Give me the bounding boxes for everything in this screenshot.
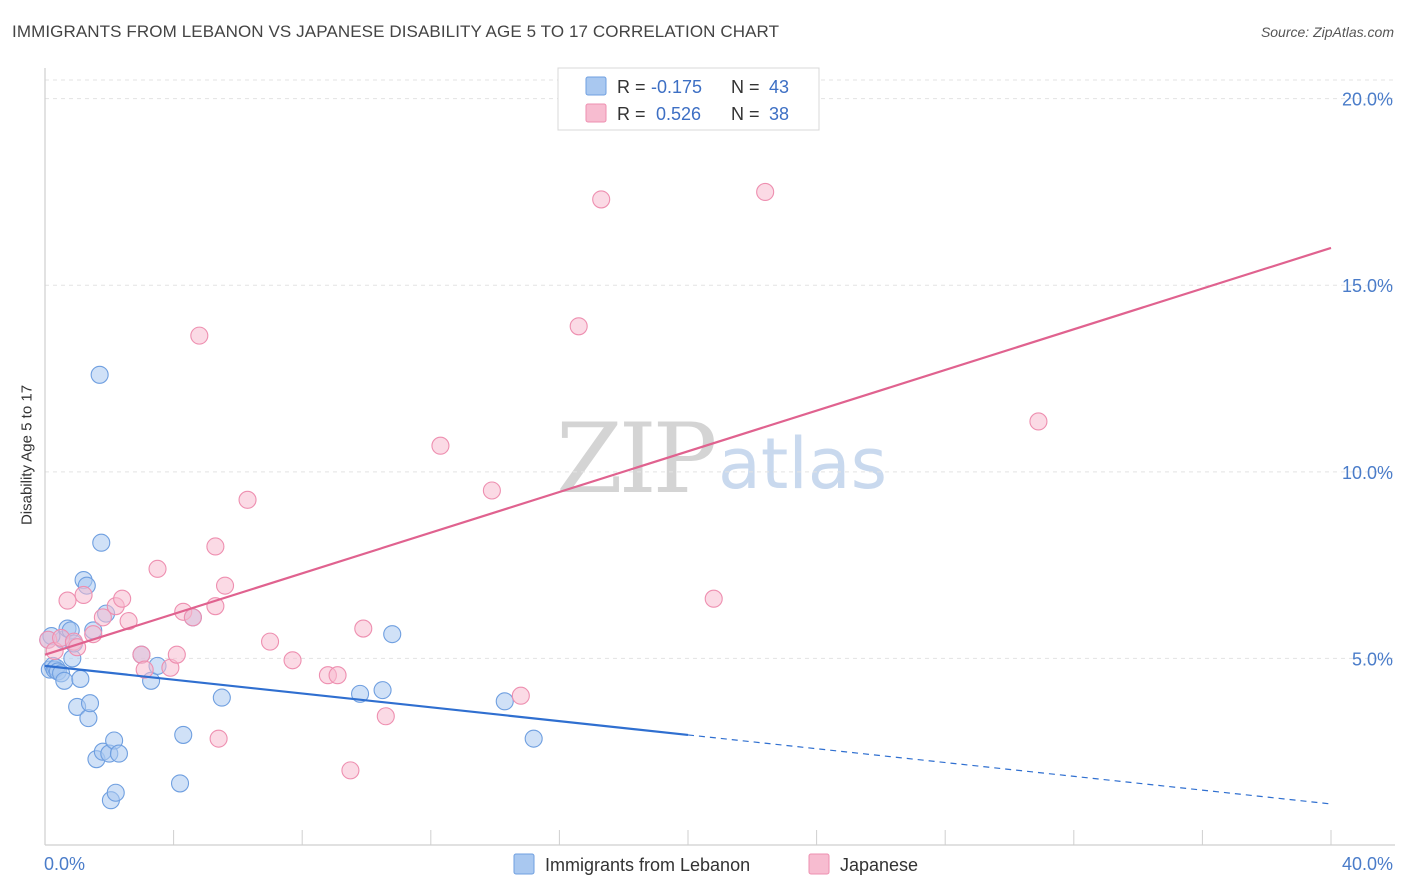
japanese-point-13 (135, 660, 154, 679)
japanese-point-36 (592, 190, 611, 209)
japanese-point-30 (354, 619, 373, 638)
lebanon-point-41 (524, 729, 543, 748)
lebanon-point-29 (109, 744, 128, 763)
japanese-point-11 (119, 612, 138, 631)
y-tick-label-1: 10.0% (1342, 463, 1393, 483)
japanese-point-14 (148, 559, 167, 578)
japanese-point-25 (260, 632, 280, 651)
chart-title: IMMIGRANTS FROM LEBANON VS JAPANESE DISA… (12, 22, 780, 41)
y-tick-label-0: 5.0% (1352, 649, 1393, 669)
watermark-atlas: atlas (718, 423, 887, 505)
japanese-point-18 (183, 608, 202, 627)
legend-r-label-lebanon: R = (617, 77, 646, 97)
lebanon-point-36 (212, 688, 231, 707)
legend-label-japanese: Japanese (840, 855, 918, 875)
japanese-point-3 (58, 591, 77, 610)
x-tick-label-max: 40.0% (1342, 854, 1393, 874)
japanese-point-21 (215, 576, 235, 595)
japanese-point-33 (482, 481, 501, 500)
axes (44, 68, 1395, 846)
legend-n-label-japanese: N = (731, 104, 760, 124)
japanese-point-23 (206, 537, 225, 556)
lebanon-point-37 (351, 684, 370, 703)
watermark-zip: ZIP (556, 403, 715, 515)
legend-n-value-lebanon: 43 (769, 77, 789, 97)
tick-labels: 5.0% 10.0% 15.0% 20.0% 0.0% 40.0% (44, 90, 1393, 874)
correlation-legend: R = -0.175 N = 43 R = 0.526 N = 38 (557, 67, 820, 131)
legend-swatch-japanese-bottom (808, 853, 830, 875)
chart-source: Source: ZipAtlas.com (1260, 24, 1394, 40)
legend-swatch-lebanon (585, 76, 607, 96)
japanese-point-26 (283, 651, 302, 670)
japanese-point-29 (341, 761, 360, 780)
japanese-point-22 (209, 729, 228, 748)
legend-n-label-lebanon: N = (731, 77, 760, 97)
series-legend: Immigrants from Lebanon Japanese (513, 853, 918, 875)
trend-lines (44, 246, 1332, 805)
lebanon-point-17 (79, 709, 98, 728)
japanese-point-28 (328, 666, 347, 685)
y-tick-label-2: 15.0% (1342, 276, 1393, 296)
japanese-point-35 (569, 317, 588, 336)
lebanon-point-21 (90, 365, 109, 384)
legend-swatch-immigrants-from-lebanon (513, 853, 535, 875)
lebanon-point-22 (92, 533, 111, 552)
lebanon-trend-extension (687, 734, 1332, 805)
lebanon-point-38 (373, 681, 392, 700)
japanese-point-10 (113, 589, 132, 608)
japanese-point-37 (704, 589, 723, 608)
japanese-point-31 (376, 707, 395, 726)
lebanon-trend-line (44, 664, 689, 737)
grid-lines (45, 79, 1395, 659)
japanese-point-39 (1029, 412, 1048, 431)
legend-label-immigrants-from-lebanon: Immigrants from Lebanon (545, 855, 750, 875)
lebanon-point-39 (383, 625, 402, 644)
x-tick-label-min: 0.0% (44, 854, 85, 874)
japanese-point-19 (190, 326, 209, 345)
japanese-point-24 (238, 490, 257, 509)
data-points (39, 182, 1048, 810)
y-tick-label-3: 20.0% (1342, 90, 1393, 110)
japanese-point-6 (74, 585, 93, 605)
legend-swatch-japanese (585, 103, 607, 123)
lebanon-point-34 (174, 725, 193, 744)
legend-r-value-lebanon: -0.175 (651, 77, 702, 97)
legend-n-value-japanese: 38 (769, 104, 789, 124)
japanese-point-32 (431, 436, 450, 455)
lebanon-point-14 (71, 669, 90, 688)
watermark: ZIP atlas (556, 403, 887, 515)
lebanon-point-40 (495, 692, 514, 711)
japanese-trend-line (44, 246, 1332, 656)
japanese-point-12 (132, 645, 151, 664)
japanese-point-8 (93, 608, 112, 627)
lebanon-point-33 (170, 774, 190, 793)
japanese-point-38 (756, 182, 775, 202)
lebanon-point-18 (80, 694, 100, 713)
lebanon-point-28 (106, 783, 125, 802)
japanese-point-34 (511, 686, 530, 705)
legend-r-value-japanese: 0.526 (656, 104, 701, 124)
japanese-point-16 (167, 645, 186, 664)
legend-r-label-japanese: R = (617, 104, 646, 124)
lebanon-point-8 (55, 671, 74, 690)
